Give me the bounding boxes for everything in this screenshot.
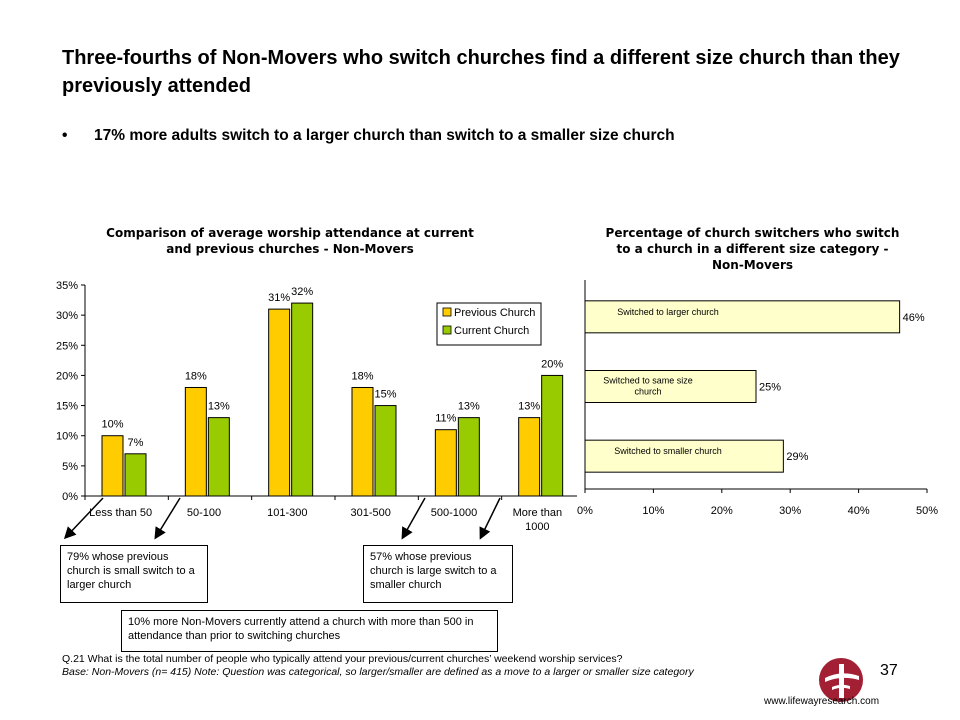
chart2-bar	[584, 439, 784, 473]
chart1-y-tick-label: 25%	[56, 340, 78, 352]
callout-over-500: 10% more Non-Movers currently attend a c…	[121, 610, 498, 652]
chart1-data-label: 15%	[374, 389, 396, 401]
chart1-title: Comparison of average worship attendance…	[106, 226, 474, 256]
chart1-data-label: 7%	[128, 437, 144, 449]
footnote: Q.21 What is the total number of people …	[62, 653, 762, 679]
chart2-category-label: Switched to larger church	[617, 307, 719, 317]
chart1-data-label: 13%	[458, 401, 480, 413]
chart2-x-tick-label: 0%	[577, 505, 593, 517]
chart1-y-tick-label: 0%	[62, 491, 78, 503]
chart1-bar-current	[457, 417, 480, 497]
lifeway-cross-logo-icon	[819, 658, 863, 702]
chart1-data-label: 18%	[351, 370, 373, 382]
chart2-category-label: church	[634, 387, 661, 397]
chart1-bar-previous	[518, 417, 541, 497]
chart1-data-label: 11%	[435, 413, 456, 425]
chart1-y-tick-label: 10%	[56, 431, 78, 443]
horizontal-bar-chart: 0% 10% 20% 30% 40% 50% 46% Switched to larger c…	[577, 280, 938, 517]
chart1-legend-box	[436, 302, 542, 346]
chart1-category-label: 301-500	[350, 507, 390, 519]
chart1-legend-label: Current Church	[454, 325, 529, 337]
vertical-bar-chart: 0% 5% 10% 15% 20% 25% 30% 35% 10% 7% Less than 50 1…	[56, 280, 577, 533]
chart2-x-tick-label: 50%	[916, 505, 938, 517]
chart1-legend-label: Previous Church	[454, 307, 535, 319]
chart1-y-tick-label: 30%	[56, 310, 78, 322]
chart2-title: Percentage of church switchers who switc…	[605, 226, 900, 272]
chart1-data-label: 20%	[541, 358, 563, 370]
chart1-category-label: 50-100	[187, 507, 221, 519]
website-url: www.lifewayresearch.com	[764, 696, 880, 707]
chart1-data-label: 31%	[268, 292, 290, 304]
chart1-bar-previous	[351, 386, 374, 497]
chart2-x-tick-label: 10%	[642, 505, 664, 517]
chart1-bar-previous	[101, 435, 124, 497]
chart2-x-tick-label: 40%	[848, 505, 870, 517]
chart1-bar-previous	[184, 386, 207, 497]
chart2-category-label: Switched to same size	[603, 376, 693, 386]
chart1-legend: Previous Church Current Church	[436, 302, 542, 346]
chart1-data-label: 10%	[101, 419, 123, 431]
chart2-data-label: 25%	[759, 382, 781, 394]
chart1-bar-current	[374, 405, 397, 497]
bullet-point: • 17% more adults switch to a larger chur…	[62, 127, 675, 145]
chart1-bar-current	[291, 302, 314, 497]
chart1-y-tick-label: 5%	[62, 461, 78, 473]
chart1-data-label: 32%	[291, 286, 313, 298]
chart1-data-label: 13%	[208, 401, 230, 413]
bullet-dot: •	[62, 127, 68, 144]
chart2-bar	[584, 370, 757, 403]
chart1-bar-current	[541, 374, 564, 497]
chart1-legend-swatch	[442, 307, 452, 317]
chart1-y-tick-label: 15%	[56, 401, 78, 413]
chart1-bar-previous	[434, 429, 457, 497]
slide-title: Three-fourths of Non-Movers who switch c…	[62, 47, 900, 97]
chart2-x-tick-label: 30%	[779, 505, 801, 517]
chart1-y-tick-label: 35%	[56, 280, 78, 292]
chart1-category-label: 500-1000	[431, 507, 478, 519]
chart1-bar-previous	[268, 308, 291, 497]
chart2-category-label: Switched to smaller church	[614, 446, 722, 456]
bullet-text: 17% more adults switch to a larger churc…	[94, 127, 675, 144]
callout-small-to-larger: 79% whose previous church is small switc…	[60, 545, 208, 603]
page-number: 37	[880, 662, 898, 679]
chart1-y-tick-label: 20%	[56, 370, 78, 382]
chart1-data-label: 18%	[185, 370, 207, 382]
chart1-category-label: 1000	[525, 521, 549, 533]
chart1-category-label: Less than 50	[89, 507, 152, 519]
chart1-bar-current	[207, 417, 230, 497]
chart2-data-label: 46%	[903, 312, 925, 324]
chart1-data-label: 13%	[518, 401, 540, 413]
chart2-data-label: 29%	[786, 451, 808, 463]
chart2-x-tick-label: 20%	[711, 505, 733, 517]
chart1-category-label: 101-300	[267, 507, 307, 519]
chart1-bar-current	[124, 453, 147, 497]
footnote-question: Q.21 What is the total number of people …	[62, 653, 623, 665]
chart1-category-label: More than	[513, 507, 563, 519]
footnote-base: Base: Non-Movers (n= 415) Note: Question…	[62, 666, 694, 678]
callout-large-to-smaller: 57% whose previous church is large switc…	[363, 545, 513, 603]
chart1-legend-swatch	[442, 325, 452, 335]
chart2-bar	[584, 300, 901, 334]
